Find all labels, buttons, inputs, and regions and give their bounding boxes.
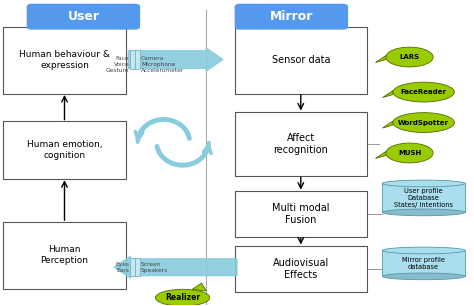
Text: Eyes
Ears: Eyes Ears	[115, 262, 129, 273]
FancyBboxPatch shape	[27, 4, 140, 30]
Text: Human emotion,
cognition: Human emotion, cognition	[27, 140, 102, 160]
FancyBboxPatch shape	[235, 112, 367, 176]
Text: LARS: LARS	[400, 54, 419, 60]
Ellipse shape	[393, 113, 455, 132]
FancyBboxPatch shape	[3, 27, 126, 94]
FancyArrow shape	[114, 256, 237, 278]
FancyBboxPatch shape	[383, 251, 465, 276]
Text: Human
Perception: Human Perception	[40, 245, 89, 265]
Ellipse shape	[386, 143, 433, 163]
Text: User: User	[67, 10, 100, 23]
Text: Affect
recognition: Affect recognition	[273, 133, 328, 155]
Text: User profile
Database
States/ Intentions: User profile Database States/ Intentions	[394, 188, 453, 208]
Text: WordSpotter: WordSpotter	[398, 120, 449, 125]
FancyBboxPatch shape	[130, 258, 135, 276]
FancyBboxPatch shape	[235, 191, 367, 237]
Text: Realizer: Realizer	[165, 293, 200, 302]
Text: Mirror profile
database: Mirror profile database	[402, 257, 445, 270]
Polygon shape	[375, 151, 386, 159]
Ellipse shape	[383, 180, 465, 187]
Polygon shape	[375, 55, 386, 62]
FancyBboxPatch shape	[235, 246, 367, 292]
FancyBboxPatch shape	[130, 50, 135, 69]
Text: Screen
Speakers: Screen Speakers	[141, 262, 168, 273]
Polygon shape	[383, 121, 393, 128]
FancyBboxPatch shape	[135, 258, 140, 276]
Text: Audiovisual
Effects: Audiovisual Effects	[273, 258, 329, 280]
Text: MUSH: MUSH	[398, 150, 421, 156]
Text: FaceReader: FaceReader	[401, 89, 447, 95]
Ellipse shape	[383, 209, 465, 216]
Polygon shape	[192, 283, 206, 291]
Ellipse shape	[383, 247, 465, 254]
Text: Sensor data: Sensor data	[272, 55, 330, 65]
Ellipse shape	[393, 82, 455, 102]
FancyBboxPatch shape	[235, 27, 367, 94]
FancyBboxPatch shape	[135, 50, 140, 69]
FancyBboxPatch shape	[3, 222, 126, 289]
Polygon shape	[383, 91, 393, 98]
Text: Camera
Microphone
Accelerometer: Camera Microphone Accelerometer	[141, 56, 184, 73]
Text: Multi modal
Fusion: Multi modal Fusion	[272, 203, 329, 225]
FancyBboxPatch shape	[383, 184, 465, 212]
Text: Face
Voice
Gesture: Face Voice Gesture	[106, 56, 129, 73]
FancyBboxPatch shape	[235, 4, 348, 30]
FancyArrow shape	[128, 48, 223, 71]
Text: Human behaviour &
expression: Human behaviour & expression	[19, 50, 110, 70]
Ellipse shape	[383, 273, 465, 280]
Text: Mirror: Mirror	[270, 10, 313, 23]
Ellipse shape	[386, 47, 433, 67]
FancyBboxPatch shape	[3, 121, 126, 179]
Ellipse shape	[155, 289, 210, 306]
